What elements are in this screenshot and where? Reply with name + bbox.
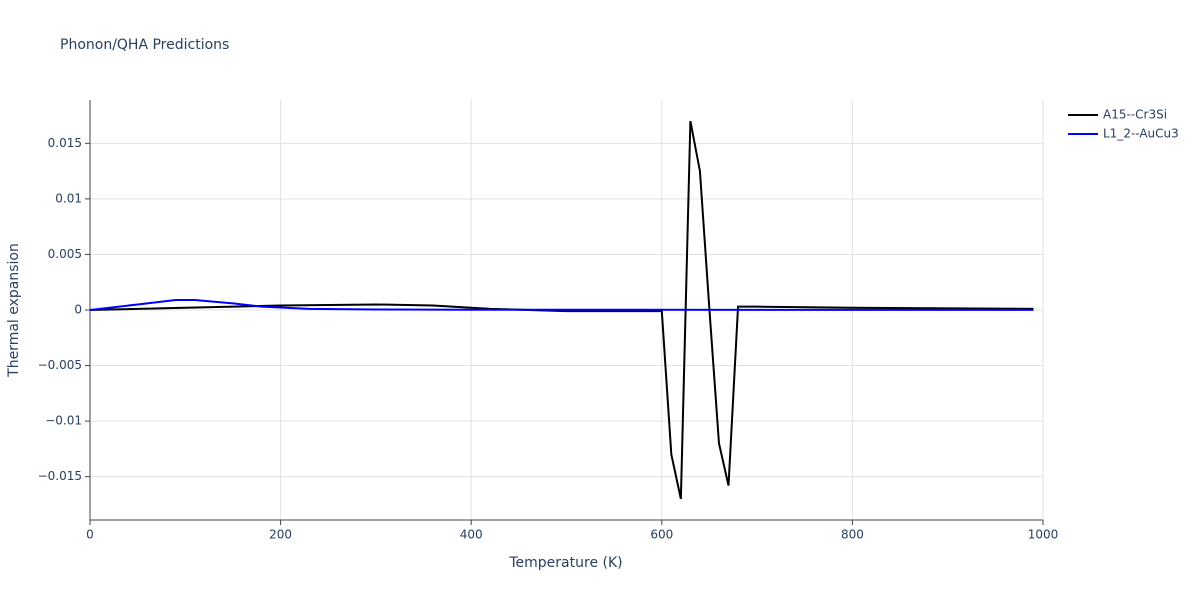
x-tick-label: 400 [460, 528, 483, 542]
y-tick-label: 0.005 [48, 247, 82, 261]
y-tick-label: −0.005 [38, 358, 82, 372]
legend-label: A15--Cr3Si [1103, 108, 1167, 122]
x-tick-label: 1000 [1028, 528, 1059, 542]
x-tick-label: 800 [841, 528, 864, 542]
y-tick-label: −0.015 [38, 469, 82, 483]
x-tick-label: 200 [269, 528, 292, 542]
y-axis-title: Thermal expansion [6, 243, 22, 378]
y-tick-label: 0.015 [48, 136, 82, 150]
chart-title: Phonon/QHA Predictions [60, 37, 229, 53]
x-axis-title: Temperature (K) [508, 555, 622, 571]
line-series [89, 299, 1034, 311]
x-tick-label: 0 [86, 528, 94, 542]
y-tick-label: 0.01 [55, 191, 82, 205]
legend-label: L1_2--AuCu3 [1103, 127, 1179, 141]
x-tick-label: 600 [650, 528, 673, 542]
y-tick-label: 0 [74, 303, 82, 317]
y-tick-label: −0.01 [45, 414, 82, 428]
line-series [89, 120, 1034, 500]
